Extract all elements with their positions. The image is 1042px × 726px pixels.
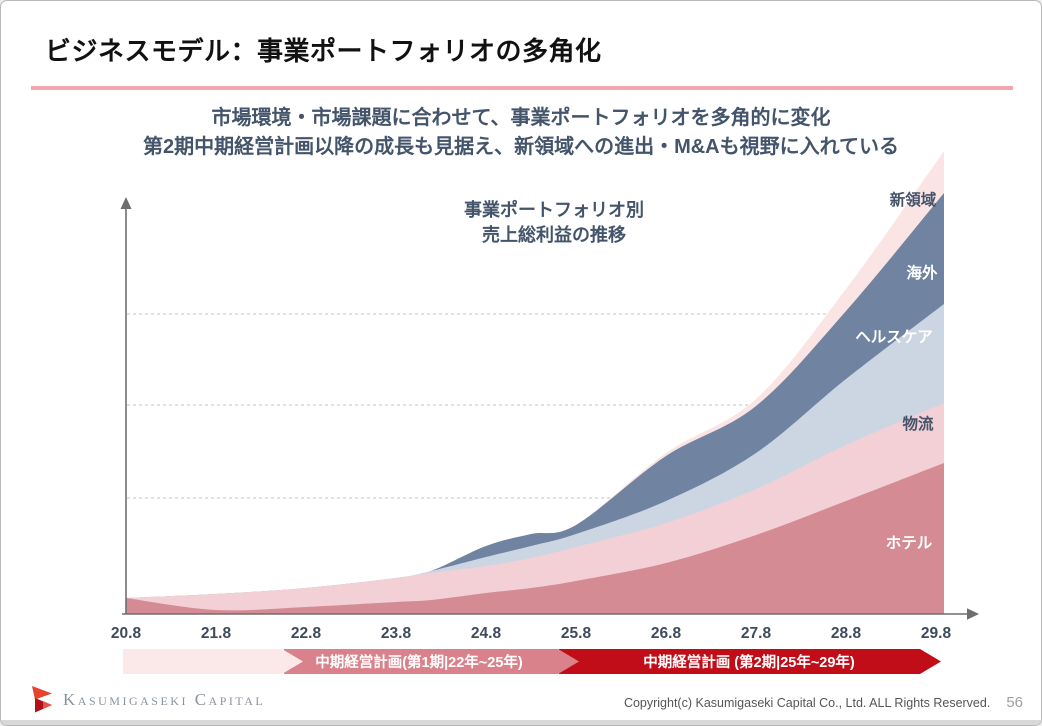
- series-labels: ホテル 物流 ヘルスケア 海外 新領域: [855, 190, 938, 552]
- kasumigaseki-logo-icon: [32, 686, 52, 713]
- series-label: ヘルスケア: [855, 328, 933, 346]
- subtitle-line1: 市場環境・市場課題に合わせて、事業ポートフォリオを多角的に変化: [211, 107, 831, 129]
- x-tick-label: 28.8: [831, 625, 862, 642]
- chart-title-line1: 事業ポートフォリオ別: [464, 199, 644, 220]
- x-axis-arrow-icon: [967, 608, 979, 620]
- logo-text: Kasumigaseki Capital: [63, 689, 266, 709]
- area-1: [126, 463, 944, 614]
- timeline-ribbon: 中期経営計画(第1期|22年~25年) 中期経営計画 (第2期|25年~29年): [123, 649, 941, 674]
- logo: Kasumigaseki Capital: [31, 686, 265, 713]
- x-tick-label: 27.8: [741, 625, 772, 642]
- chart-title-line2: 売上総利益の推移: [482, 224, 626, 245]
- x-tick-label: 21.8: [201, 625, 232, 642]
- footer: Kasumigaseki Capital Copyright(c) Kasumi…: [1, 679, 1041, 725]
- copyright-text: Copyright(c) Kasumigaseki Capital Co., L…: [623, 696, 991, 710]
- subtitle-line2: 第2期中期経営計画以降の成長も見据え、新領域への進出・M&Aも視野に入れている: [142, 136, 900, 158]
- x-tick-label: 29.8: [921, 625, 952, 642]
- x-tick-label: 26.8: [651, 625, 682, 642]
- bottom-edge-strip: [1, 720, 1041, 725]
- timeline-phase1-arrow: [284, 649, 579, 674]
- page-title: ビジネスモデル：事業ポートフォリオの多角化: [45, 36, 602, 66]
- y-axis-arrow-icon: [120, 197, 132, 209]
- subtitle: 市場環境・市場課題に合わせて、事業ポートフォリオを多角的に変化 第2期中期経営計…: [1, 104, 1041, 162]
- x-tick-label: 23.8: [381, 625, 412, 642]
- gridlines: [127, 313, 859, 499]
- title-divider: [31, 86, 1013, 90]
- x-tick-label: 20.8: [111, 625, 142, 642]
- axes: [120, 197, 979, 620]
- timeline-phase1-label: 中期経営計画(第1期|22年~25年): [315, 653, 523, 671]
- series-label: ホテル: [886, 534, 933, 552]
- x-tick-label: 24.8: [471, 625, 502, 642]
- x-tick-labels: 20.8 21.8 22.8 23.8 24.8 25.8 26.8 27.8 28.8 29.8: [111, 625, 952, 642]
- page-number: 56: [1006, 694, 1023, 711]
- stacked-areas: [126, 151, 944, 614]
- x-tick-label: 25.8: [561, 625, 592, 642]
- timeline-phase0-arrow: [123, 649, 303, 674]
- series-label: 海外: [906, 263, 938, 282]
- series-label: 物流: [902, 414, 934, 433]
- copyright-area: Copyright(c) Kasumigaseki Capital Co., L…: [624, 694, 1023, 711]
- series-label: 新領域: [890, 190, 937, 209]
- x-tick-label: 22.8: [291, 625, 322, 642]
- timeline-phase2-label: 中期経営計画 (第2期|25年~29年): [643, 653, 855, 671]
- timeline-phase2-arrow: [559, 649, 941, 674]
